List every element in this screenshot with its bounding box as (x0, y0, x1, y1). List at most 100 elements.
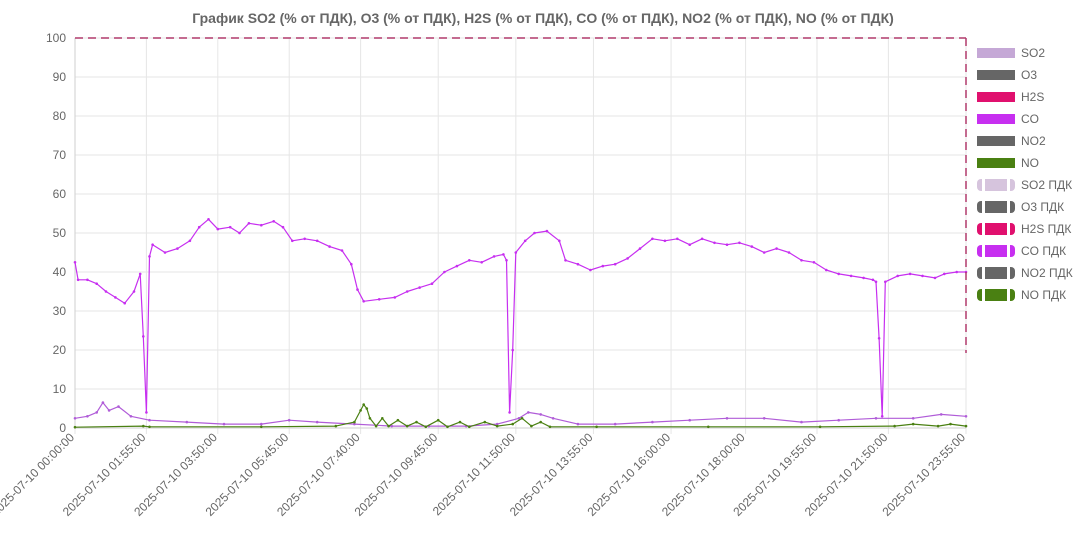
data-point-co (545, 229, 549, 233)
data-point-co (95, 282, 98, 286)
data-point-so2 (353, 422, 356, 426)
data-point-co (800, 259, 803, 262)
chart-title: График SO2 (% от ПДК), O3 (% от ПДК), H2… (192, 10, 894, 26)
data-point-co (676, 237, 679, 241)
data-point-no (707, 425, 710, 429)
data-point-so2 (222, 422, 226, 426)
data-point-so2 (613, 422, 617, 426)
data-point-co (849, 274, 853, 278)
data-point-no (396, 418, 400, 422)
legend-label: NO (1021, 156, 1039, 170)
data-point-co (955, 270, 958, 274)
data-point-co (142, 335, 145, 338)
legend-swatch-gap (982, 221, 985, 237)
data-point-co (480, 261, 484, 264)
legend-label: SO2 ПДК (1021, 178, 1072, 192)
legend-label: SO2 (1021, 46, 1045, 60)
legend-label: O3 (1021, 68, 1037, 82)
data-point-so2 (939, 413, 943, 416)
data-point-no (468, 425, 471, 429)
data-point-so2 (86, 415, 89, 418)
data-point-no (911, 422, 915, 426)
data-point-no (893, 424, 896, 428)
data-point-co (725, 243, 729, 246)
data-point-no (387, 424, 390, 428)
data-point-co (393, 296, 397, 299)
legend-swatch-gap (1007, 199, 1010, 215)
legend-swatch-gap (1007, 243, 1010, 259)
legend-label: NO ПДК (1021, 288, 1066, 302)
data-point-no (818, 425, 822, 429)
legend-label: NO2 (1021, 134, 1046, 148)
data-point-so2 (874, 417, 878, 420)
data-point-co (132, 290, 136, 293)
data-point-co (281, 225, 285, 229)
data-point-co (340, 249, 344, 252)
data-point-co (825, 268, 828, 272)
data-point-so2 (495, 422, 499, 426)
data-point-co (762, 251, 766, 254)
data-point-co (430, 282, 434, 286)
legend-swatch-gap (1007, 221, 1010, 237)
data-point-co (104, 290, 108, 293)
legend-swatch-gap (982, 199, 985, 215)
legend-label: H2S (1021, 90, 1044, 104)
data-point-no (458, 420, 462, 424)
y-tick-label: 100 (46, 31, 66, 45)
legend-swatch-no (977, 158, 1015, 168)
data-point-co (663, 239, 667, 243)
data-point-so2 (527, 411, 530, 414)
y-tick-label: 10 (53, 382, 67, 396)
legend-swatch-gap (1007, 177, 1010, 193)
data-point-co (176, 247, 179, 250)
data-point-no (260, 425, 263, 429)
data-point-no (381, 417, 384, 420)
data-point-co (123, 301, 126, 305)
legend-swatch-o3 (977, 70, 1015, 80)
data-point-no (365, 407, 369, 410)
legend-swatch-so2-пдк (977, 179, 1015, 191)
data-point-so2 (287, 418, 291, 422)
data-point-no (353, 420, 356, 424)
series-group (73, 218, 968, 429)
series-line-so2 (74, 402, 967, 427)
data-point-co (713, 241, 716, 245)
data-point-co (73, 261, 77, 264)
data-point-co (238, 231, 241, 235)
data-point-no (530, 424, 533, 428)
data-point-co (877, 337, 881, 340)
data-point-co (613, 262, 617, 266)
data-point-no (595, 425, 598, 429)
data-point-co (511, 348, 514, 352)
legend-swatch-no-пдк (977, 289, 1015, 301)
data-point-co (502, 253, 505, 256)
data-point-no (415, 420, 418, 424)
legend-label: H2S ПДК (1021, 222, 1071, 236)
legend-label: NO2 ПДК (1021, 266, 1073, 280)
data-point-co (576, 262, 580, 266)
y-tick-label: 60 (53, 187, 67, 201)
data-point-co (787, 251, 791, 254)
data-point-co (151, 243, 154, 246)
data-point-so2 (837, 418, 840, 422)
y-tick-label: 40 (53, 265, 67, 279)
data-point-co (837, 272, 840, 276)
data-point-co (514, 251, 518, 254)
data-point-co (362, 300, 366, 303)
y-tick-label: 90 (53, 70, 67, 84)
data-point-co (933, 276, 937, 280)
data-point-no (936, 424, 940, 428)
data-point-co (558, 239, 561, 243)
data-point-co (377, 298, 381, 301)
series-line-no (74, 404, 967, 428)
data-point-no (405, 424, 409, 428)
data-point-co (874, 280, 878, 284)
data-point-co (207, 218, 210, 221)
data-point-co (443, 270, 446, 274)
data-point-so2 (911, 417, 915, 420)
data-point-co (508, 411, 511, 414)
data-point-co (871, 278, 875, 282)
data-point-co (921, 274, 924, 278)
legend-swatch-gap (1007, 287, 1010, 303)
data-point-no (483, 420, 487, 424)
